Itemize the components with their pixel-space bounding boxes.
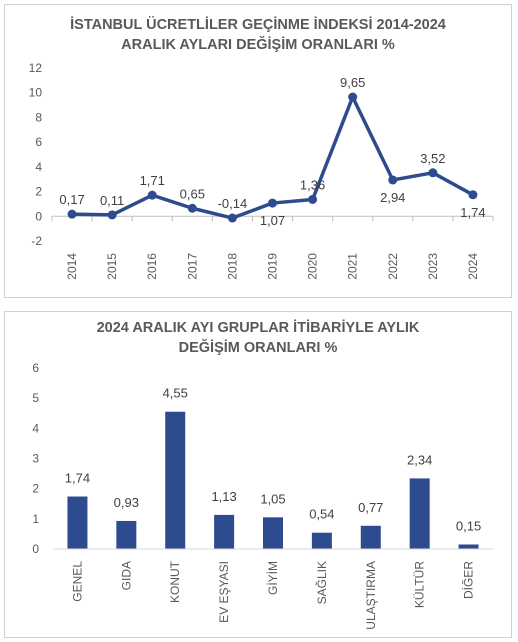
x-tick-label: GİYİM: [266, 561, 280, 595]
data-label: 1,07: [260, 213, 285, 228]
data-point: [308, 194, 318, 204]
bar-chart-title-line2: DEĞİŞİM ORANLARI %: [178, 340, 338, 356]
x-tick-label: 2015: [105, 253, 119, 280]
y-tick-label: 6: [32, 361, 39, 375]
y-tick-label: 4: [35, 160, 42, 174]
data-label: 0,93: [114, 495, 139, 510]
data-point: [107, 210, 117, 220]
bar: [311, 532, 332, 549]
y-tick-label: 2: [35, 185, 42, 199]
x-tick-label: DİĞER: [461, 561, 476, 599]
y-tick-label: 5: [32, 391, 39, 405]
bar-chart-title-line1: 2024 ARALIK AYI GRUPLAR İTİBARİYLE AYLIK: [96, 320, 420, 336]
data-label: 1,74: [65, 471, 90, 486]
data-label: 0,77: [358, 500, 383, 515]
x-tick-label: 2014: [65, 253, 79, 280]
x-tick-label: GENEL: [70, 561, 84, 602]
data-label: 1,71: [140, 173, 165, 188]
x-tick-label: 2019: [266, 253, 280, 280]
bar: [165, 411, 186, 549]
data-label: 0,15: [456, 518, 481, 533]
data-label: 9,65: [340, 75, 365, 90]
y-tick-label: 4: [32, 421, 39, 435]
bar-chart-panel: 2024 ARALIK AYI GRUPLAR İTİBARİYLE AYLIK…: [4, 311, 512, 638]
data-label: 0,65: [180, 186, 205, 201]
x-tick-label: 2017: [185, 253, 199, 280]
bar: [409, 478, 430, 549]
data-label: 4,55: [163, 386, 188, 401]
data-label: 0,11: [100, 193, 124, 208]
data-point: [268, 198, 277, 208]
line-chart-svg: -2 0 2 4 6 8 10 12 2014 2015 2016 2017 2018 2019 2020 2…: [29, 61, 494, 280]
y-tick-label: 3: [32, 452, 39, 466]
y-tick-label: 0: [32, 542, 39, 556]
data-label: -0,14: [218, 196, 248, 211]
x-tick-label: 2016: [145, 253, 159, 280]
x-tick-label: ULAŞTIRMA: [364, 561, 378, 630]
data-point: [348, 92, 358, 102]
x-tick-label: GIDA: [119, 561, 133, 590]
bar: [116, 520, 137, 549]
bar: [360, 525, 381, 549]
data-point: [67, 209, 77, 219]
bar: [67, 496, 88, 549]
x-tick-label: SAĞLIK: [314, 561, 329, 604]
x-tick-label: 2018: [225, 253, 239, 280]
data-label: 1,36: [300, 177, 325, 192]
x-tick-label: 2023: [426, 253, 440, 280]
y-tick-label: 6: [35, 135, 42, 149]
x-tick-label: KÜLTÜR: [413, 561, 427, 608]
y-tick-label: 12: [29, 61, 43, 75]
x-tick-label: 2021: [346, 253, 360, 280]
x-tick-label: EV EŞYASI: [217, 561, 231, 623]
data-point: [428, 168, 438, 178]
data-label: 3,52: [420, 151, 445, 166]
bar-chart-svg: 0 1 2 3 4 5 6 1,74 0,93 4,55 1,13 1,05 0,54 0,77 2,34 0…: [32, 361, 493, 630]
line-chart-title-line1: İSTANBUL ÜCRETLİLER GEÇİNME İNDEKSİ 2014…: [70, 17, 446, 33]
line-chart-panel: İSTANBUL ÜCRETLİLER GEÇİNME İNDEKSİ 2014…: [4, 4, 512, 298]
bar: [214, 514, 235, 549]
data-point: [227, 213, 237, 223]
line-chart-title-line2: ARALIK AYLARI DEĞİŞİM ORANLARI %: [121, 37, 395, 53]
bar: [263, 517, 283, 549]
y-tick-label: 0: [35, 209, 42, 223]
data-label: 0,54: [309, 507, 334, 522]
bar: [458, 544, 479, 549]
x-tick-label: KONUT: [168, 560, 182, 603]
data-label: 1,74: [460, 205, 485, 220]
y-tick-label: 10: [29, 86, 43, 100]
data-point: [388, 175, 398, 185]
x-tick-label: 2020: [306, 253, 320, 280]
data-label: 1,13: [211, 489, 236, 504]
data-point: [468, 190, 478, 200]
y-tick-label: 8: [35, 110, 42, 124]
data-point: [147, 190, 157, 200]
data-label: 0,17: [59, 192, 84, 207]
x-tick-label: 2024: [466, 253, 480, 280]
y-tick-label: 1: [32, 512, 39, 526]
y-tick-label: -2: [31, 234, 42, 248]
data-point: [187, 203, 197, 213]
y-tick-label: 2: [32, 482, 39, 496]
data-label: 2,34: [407, 452, 432, 467]
x-tick-label: 2022: [386, 253, 400, 280]
data-label: 1,05: [260, 491, 285, 506]
data-label: 2,94: [380, 190, 405, 205]
